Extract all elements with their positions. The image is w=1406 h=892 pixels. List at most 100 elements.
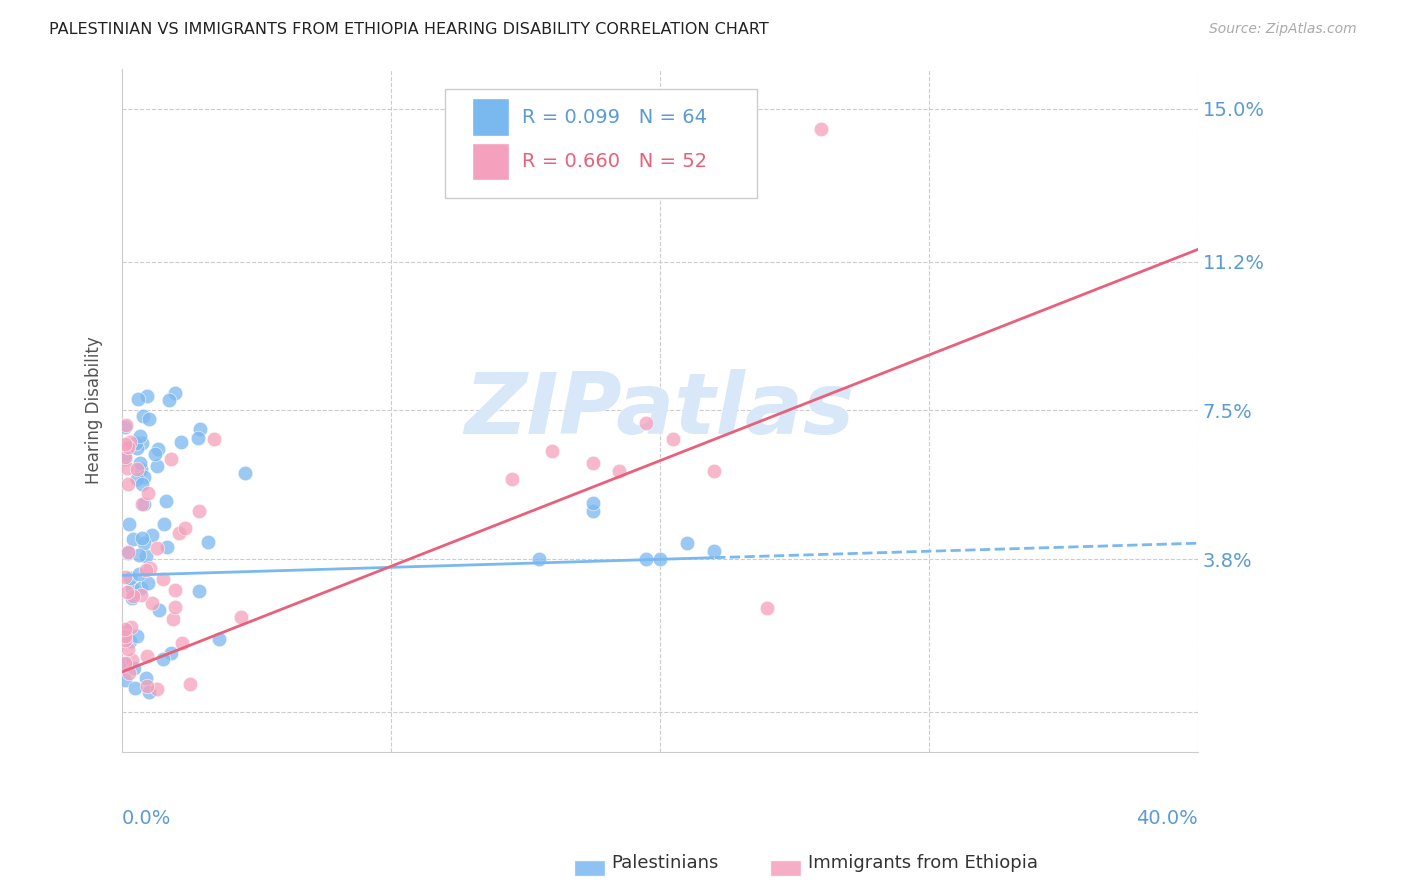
Point — [152, 516, 174, 531]
Point — [115, 461, 138, 475]
Point — [131, 497, 153, 511]
Point — [609, 464, 631, 478]
Point — [114, 450, 136, 464]
Point — [136, 576, 159, 591]
Point — [134, 497, 156, 511]
FancyBboxPatch shape — [444, 89, 756, 198]
Point — [146, 682, 169, 697]
Point — [115, 624, 138, 638]
Point — [581, 456, 603, 470]
Point — [148, 603, 170, 617]
Point — [581, 504, 603, 518]
Point — [128, 548, 150, 562]
Point — [120, 435, 142, 450]
Point — [125, 629, 148, 643]
Point — [146, 541, 169, 555]
Point — [703, 464, 725, 478]
Point — [675, 536, 697, 550]
Point — [703, 544, 725, 558]
Point — [208, 632, 231, 647]
Point — [160, 646, 183, 660]
Text: Palestinians: Palestinians — [612, 855, 718, 872]
Point — [636, 416, 658, 430]
Point — [172, 636, 194, 650]
Point — [125, 472, 148, 486]
Point — [114, 657, 136, 672]
Text: Immigrants from Ethiopia: Immigrants from Ethiopia — [808, 855, 1039, 872]
Point — [152, 652, 174, 666]
Point — [125, 435, 148, 450]
Point — [129, 428, 152, 442]
Point — [167, 525, 190, 540]
Point — [541, 443, 564, 458]
Point — [141, 596, 163, 610]
Point — [145, 459, 167, 474]
Point — [132, 409, 155, 423]
Point — [114, 452, 136, 467]
Point — [131, 532, 153, 546]
Point — [129, 588, 152, 602]
Point — [120, 571, 142, 585]
Point — [662, 432, 685, 446]
Text: R = 0.099   N = 64: R = 0.099 N = 64 — [522, 108, 707, 127]
Point — [202, 432, 225, 446]
Point — [122, 661, 145, 675]
Point — [141, 528, 163, 542]
Text: 40.0%: 40.0% — [1136, 809, 1198, 828]
Point — [120, 620, 142, 634]
Text: PALESTINIAN VS IMMIGRANTS FROM ETHIOPIA HEARING DISABILITY CORRELATION CHART: PALESTINIAN VS IMMIGRANTS FROM ETHIOPIA … — [49, 22, 769, 37]
Point — [501, 472, 523, 486]
Point — [157, 393, 180, 408]
Point — [636, 552, 658, 566]
Point — [114, 623, 136, 637]
Point — [114, 437, 136, 451]
Point — [165, 582, 187, 597]
Point — [231, 610, 253, 624]
Point — [170, 434, 193, 449]
Point — [118, 634, 141, 648]
Point — [197, 535, 219, 549]
Point — [136, 648, 159, 663]
Point — [114, 633, 136, 648]
Text: Source: ZipAtlas.com: Source: ZipAtlas.com — [1209, 22, 1357, 37]
Point — [135, 549, 157, 564]
Point — [135, 564, 157, 578]
Point — [128, 456, 150, 470]
Point — [117, 477, 139, 491]
Point — [121, 652, 143, 666]
Point — [156, 540, 179, 554]
Point — [121, 581, 143, 595]
Point — [138, 685, 160, 699]
Point — [114, 629, 136, 643]
Point — [118, 517, 141, 532]
Point — [143, 446, 166, 460]
Point — [152, 572, 174, 586]
Point — [131, 581, 153, 595]
Point — [131, 476, 153, 491]
Point — [188, 422, 211, 436]
Point — [114, 570, 136, 584]
Point — [117, 641, 139, 656]
Point — [162, 612, 184, 626]
Point — [138, 561, 160, 575]
Point — [125, 442, 148, 456]
Point — [124, 681, 146, 695]
Point — [165, 599, 187, 614]
FancyBboxPatch shape — [471, 143, 509, 180]
Point — [125, 462, 148, 476]
Point — [146, 442, 169, 457]
Point — [233, 466, 256, 480]
Point — [114, 657, 136, 671]
Point — [117, 546, 139, 560]
Point — [173, 521, 195, 535]
Point — [122, 533, 145, 547]
Text: ZIPatlas: ZIPatlas — [465, 369, 855, 452]
Point — [114, 420, 136, 434]
Point — [136, 486, 159, 500]
Point — [131, 436, 153, 450]
Point — [188, 504, 211, 518]
Point — [527, 552, 550, 566]
Point — [117, 544, 139, 558]
Point — [114, 673, 136, 687]
Point — [128, 566, 150, 581]
